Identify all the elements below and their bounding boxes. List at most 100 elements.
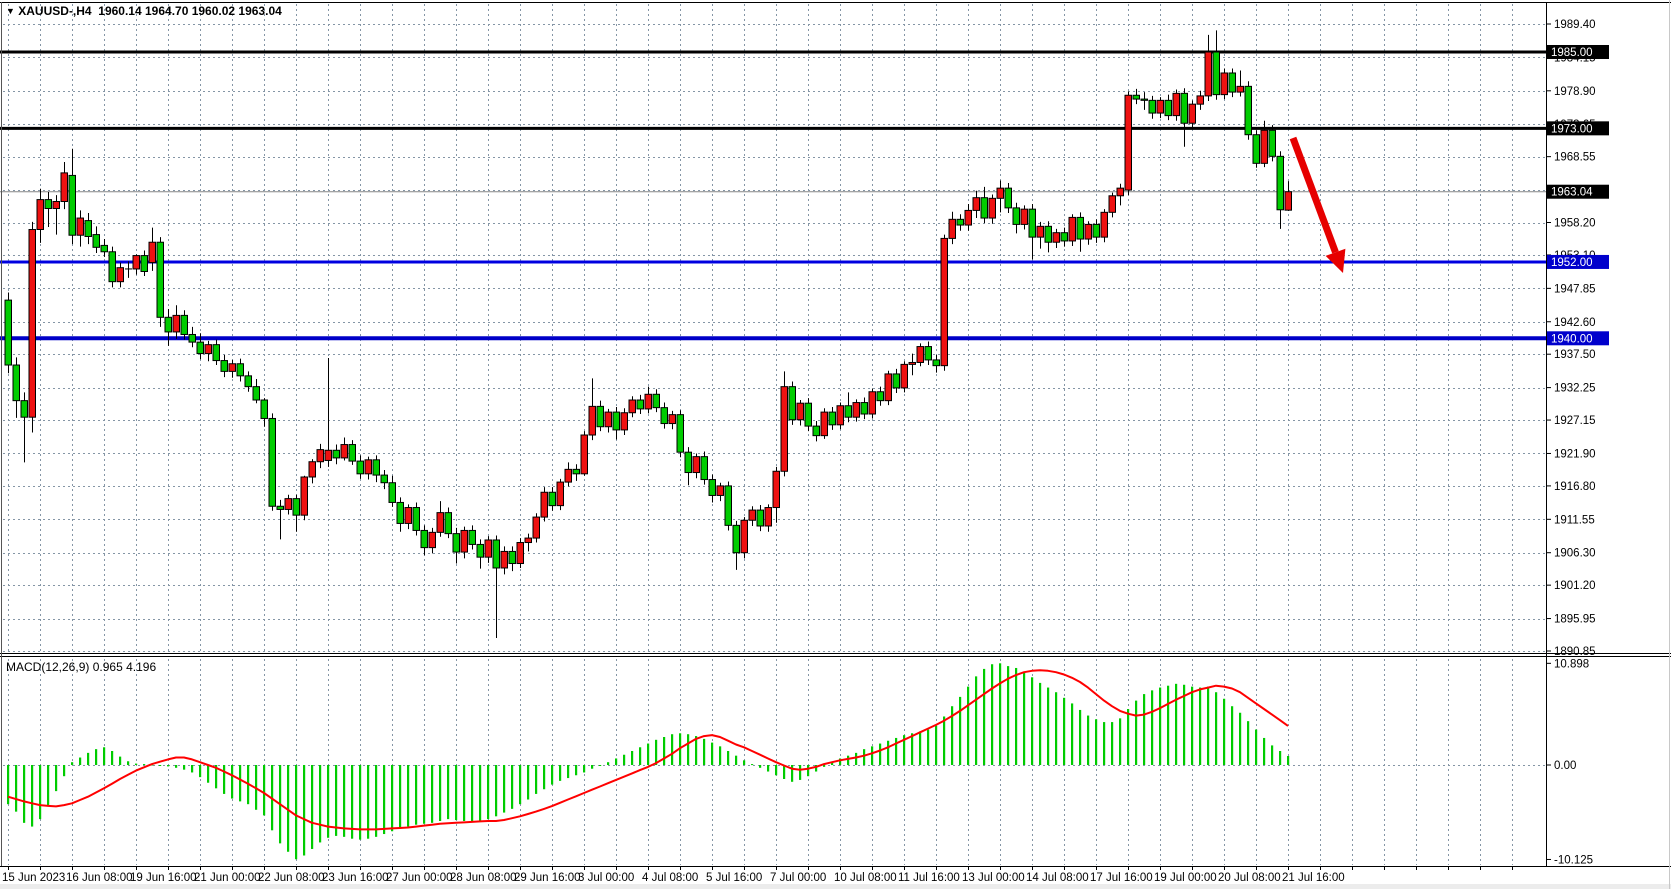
candle <box>660 402 668 429</box>
candle <box>308 459 316 484</box>
chart-dropdown-icon[interactable]: ▼ <box>6 6 15 16</box>
candle <box>1220 68 1228 100</box>
candle <box>172 305 180 339</box>
candle <box>932 354 940 373</box>
candle <box>548 487 556 511</box>
candle <box>1212 30 1220 100</box>
price-axis-label: 1911.55 <box>1554 514 1595 526</box>
candle <box>332 444 340 465</box>
candle <box>1076 212 1084 252</box>
candle <box>228 359 236 378</box>
price-axis[interactable]: 1989.401984.151978.901973.651968.551963.… <box>1546 19 1609 866</box>
candle <box>348 440 356 465</box>
time-axis-label: 15 Jun 2023 <box>2 872 65 884</box>
candle <box>252 379 260 404</box>
candle <box>276 499 284 540</box>
candle <box>76 210 84 247</box>
candle <box>1172 89 1180 121</box>
chart-title: ▼ XAUUSD-,H4 1960.14 1964.70 1960.02 196… <box>6 4 282 18</box>
candle <box>428 527 436 554</box>
candle <box>1236 70 1244 97</box>
macd-signal-value: 4.196 <box>126 660 157 674</box>
candle <box>1204 34 1212 101</box>
price-axis-label: 1942.60 <box>1554 317 1596 329</box>
candle <box>1108 192 1116 218</box>
candle <box>212 339 220 366</box>
candle <box>804 398 812 432</box>
candle <box>284 494 292 515</box>
candle <box>588 378 596 441</box>
candle <box>188 326 196 348</box>
candle <box>412 502 420 536</box>
candle <box>1260 120 1268 168</box>
candle <box>1140 92 1148 110</box>
price-axis-label: 1890.85 <box>1554 646 1596 658</box>
candle <box>140 250 148 276</box>
candle <box>60 162 68 210</box>
svg-text:1973.00: 1973.00 <box>1551 123 1593 135</box>
candle <box>1276 151 1284 229</box>
candle <box>956 214 964 231</box>
trend-arrow-annotation[interactable] <box>1289 136 1346 273</box>
candle <box>764 504 772 532</box>
macd-name-label: MACD(12,26,9) <box>6 660 90 674</box>
candle <box>500 546 508 575</box>
candle <box>772 466 780 523</box>
price-axis-badge: 1985.00 <box>1547 44 1609 59</box>
candle <box>20 392 28 463</box>
candle <box>844 392 852 423</box>
time-axis-label: 14 Jul 08:00 <box>1026 872 1089 884</box>
price-axis-label: 1927.15 <box>1554 415 1596 427</box>
candle <box>1228 68 1236 98</box>
candle <box>380 469 388 490</box>
price-axis-badge: 1952.00 <box>1547 254 1609 269</box>
candle <box>364 456 372 480</box>
main-chart-area[interactable] <box>0 2 1546 653</box>
candle <box>708 474 716 503</box>
candle <box>748 506 756 526</box>
candle <box>580 431 588 476</box>
candle <box>900 361 908 393</box>
candle <box>444 507 452 539</box>
candle <box>876 386 884 406</box>
candle <box>1004 183 1012 213</box>
candle <box>404 504 412 530</box>
candle <box>1156 97 1164 119</box>
candle <box>236 358 244 382</box>
candle <box>1148 95 1156 119</box>
time-axis-label: 28 Jun 08:00 <box>450 872 517 884</box>
candle <box>12 357 20 418</box>
candle <box>1132 88 1140 105</box>
candle <box>4 292 12 374</box>
time-axis-label: 13 Jul 00:00 <box>962 872 1025 884</box>
candle <box>356 455 364 479</box>
candle <box>204 340 212 362</box>
candle <box>1100 209 1108 243</box>
candle <box>452 527 460 564</box>
candle <box>1052 228 1060 248</box>
time-axis-label: 3 Jul 00:00 <box>578 872 634 884</box>
candle <box>964 204 972 231</box>
candle <box>1012 202 1020 234</box>
price-axis-label: 1901.20 <box>1554 580 1596 592</box>
candle <box>125 261 132 278</box>
candle <box>92 226 100 254</box>
candle <box>564 462 572 487</box>
svg-text:1985.00: 1985.00 <box>1551 47 1593 59</box>
candle <box>828 407 836 430</box>
svg-text:1952.00: 1952.00 <box>1551 257 1593 269</box>
price-axis-label: 1916.80 <box>1554 481 1596 493</box>
price-axis-label: 1989.40 <box>1554 19 1596 31</box>
candle <box>740 517 748 559</box>
candle <box>820 408 828 439</box>
candle <box>636 394 644 415</box>
macd-panel-area[interactable] <box>0 657 1546 866</box>
candle <box>100 239 108 257</box>
time-axis-label: 23 Jun 16:00 <box>322 872 389 884</box>
candle <box>716 482 724 502</box>
candle <box>852 399 860 422</box>
time-axis-label: 21 Jul 16:00 <box>1282 872 1345 884</box>
time-axis-label: 21 Jun 00:00 <box>194 872 261 884</box>
